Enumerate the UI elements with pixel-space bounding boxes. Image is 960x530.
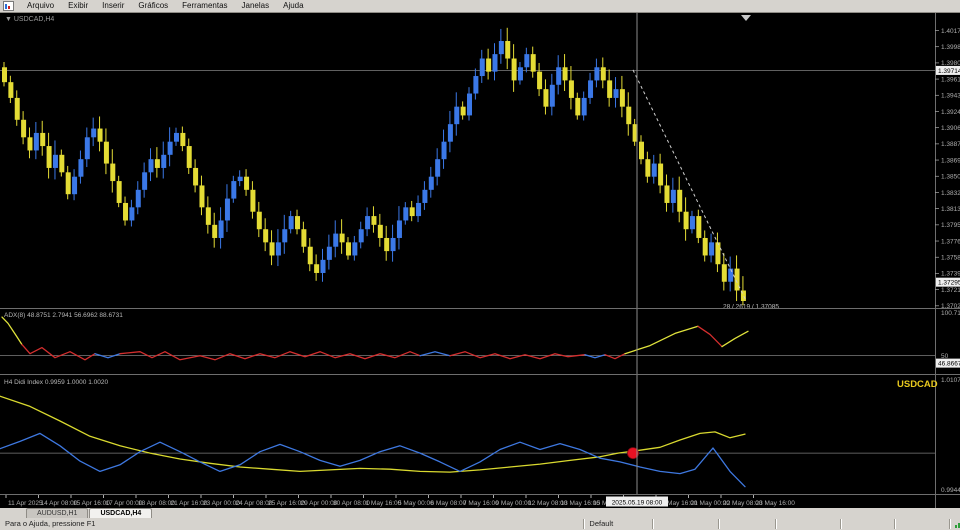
price-marker-box xyxy=(936,65,960,75)
price-tick-label: 1.38135 xyxy=(941,206,960,213)
status-bar: Para o Ajuda, pressione F1 Default 1557/… xyxy=(0,518,960,530)
price-marker-label: 1.37295 xyxy=(938,280,960,287)
price-tick-label: 1.37025 xyxy=(941,303,960,310)
svg-text:24 Apr 08:00: 24 Apr 08:00 xyxy=(236,500,273,507)
crosshair-date-label: 2025.05.19 08:00 xyxy=(612,500,663,507)
symbol-label: ▼ USDCAD,H4 xyxy=(5,16,54,23)
connection-bars-icon xyxy=(955,520,960,528)
svg-text:17 Apr 00:00: 17 Apr 00:00 xyxy=(106,500,143,507)
didi-min-label: 0.9944 xyxy=(941,487,960,494)
svg-text:7 May 16:00: 7 May 16:00 xyxy=(463,500,499,507)
adx-lines xyxy=(1,316,749,361)
price-marker-label: 1.39714 xyxy=(938,68,960,75)
menu-item-arquivo[interactable]: Arquivo xyxy=(27,1,55,10)
price-tick-label: 1.37950 xyxy=(941,222,960,229)
status-empty-section xyxy=(718,519,775,529)
status-empty-section xyxy=(651,519,719,529)
svg-text:30 Apr 08:00: 30 Apr 08:00 xyxy=(333,500,370,507)
ruler-annotation: 28 / 2619 / 1.37085 xyxy=(723,304,779,311)
svg-text:11 Apr 2025: 11 Apr 2025 xyxy=(8,500,43,507)
price-tick-label: 1.39430 xyxy=(941,93,960,100)
svg-text:12 May 08:00: 12 May 08:00 xyxy=(528,500,568,507)
menu-item-ajuda[interactable]: Ajuda xyxy=(283,1,304,10)
chart-shift-icon[interactable] xyxy=(741,15,751,21)
price-tick-label: 1.40170 xyxy=(941,28,960,35)
crosshair-date-box xyxy=(606,496,668,507)
svg-text:19 May 16:00: 19 May 16:00 xyxy=(658,500,698,507)
price-tick-label: 1.37765 xyxy=(941,238,960,245)
chart-tab-audusd-h1[interactable]: AUDUSD,H1 xyxy=(26,508,89,518)
menu-item-ferramentas[interactable]: Ferramentas xyxy=(182,1,228,10)
status-connection: 1557/12 kb xyxy=(949,519,960,529)
didi-indicator-label: H4 Didi Index 0.9959 1.0000 1.0020 xyxy=(4,379,108,386)
menu-item-exibir[interactable]: Exibir xyxy=(68,1,89,10)
svg-text:25 Apr 16:00: 25 Apr 16:00 xyxy=(268,500,305,507)
didi-max-label: 1.0107 xyxy=(941,377,960,384)
price-tick-label: 1.37395 xyxy=(941,271,960,278)
chart-region[interactable]: 28 / 2619 / 1.37085 1.40170 1.39985 1.39800… xyxy=(0,13,960,508)
svg-text:23 May 16:00: 23 May 16:00 xyxy=(756,500,796,507)
price-tick-label: 1.37580 xyxy=(941,255,960,262)
trend-ruler-line[interactable] xyxy=(632,69,747,301)
svg-text:14 Apr 08:00: 14 Apr 08:00 xyxy=(41,500,78,507)
svg-text:21 Apr 16:00: 21 Apr 16:00 xyxy=(171,500,208,507)
price-marker-box xyxy=(936,277,960,287)
app-icon[interactable] xyxy=(3,1,14,11)
menu-item-janelas[interactable]: Janelas xyxy=(241,1,270,10)
chart-tabs-bar: AUDUSD,H1 USDCAD,H4 xyxy=(0,508,960,518)
price-tick-label: 1.38875 xyxy=(941,141,960,148)
svg-text:22 May 08:00: 22 May 08:00 xyxy=(723,500,763,507)
svg-text:23 Apr 00:00: 23 Apr 00:00 xyxy=(203,500,240,507)
svg-text:13 May 16:00: 13 May 16:00 xyxy=(561,500,601,507)
price-tick-label: 1.39800 xyxy=(941,60,960,67)
svg-text:15 Apr 16:00: 15 Apr 16:00 xyxy=(73,500,110,507)
menu-bar: Arquivo Exibir Inserir Gráficos Ferramentas J… xyxy=(0,0,960,13)
price-tick-label: 1.39060 xyxy=(941,125,960,132)
adx-max-label: 100.7131 xyxy=(941,310,960,317)
adx-indicator-label: ADX(8) 48.8751 2.7941 56.6962 88.6731 xyxy=(4,312,123,319)
svg-text:29 Apr 00:00: 29 Apr 00:00 xyxy=(301,500,338,507)
chart-canvas[interactable]: 28 / 2619 / 1.37085 1.40170 1.39985 1.39800… xyxy=(0,13,960,508)
price-tick-label: 1.37210 xyxy=(941,287,960,294)
didi-signal-dot xyxy=(627,447,639,460)
chart-tab-usdcad-h4[interactable]: USDCAD,H4 xyxy=(89,508,153,518)
svg-text:1 May 16:00: 1 May 16:00 xyxy=(366,500,402,507)
status-empty-section xyxy=(894,519,949,529)
price-tick-label: 1.38690 xyxy=(941,157,960,164)
status-help-text: Para o Ajuda, pressione F1 xyxy=(5,519,96,528)
price-tick-label: 1.39245 xyxy=(941,109,960,116)
price-tick-label: 1.39615 xyxy=(941,76,960,83)
svg-text:21 May 00:00: 21 May 00:00 xyxy=(691,500,731,507)
price-tick-label: 1.38320 xyxy=(941,190,960,197)
menu-item-inserir[interactable]: Inserir xyxy=(102,1,125,10)
adx-value-label: 46.8667 xyxy=(938,361,960,368)
didi-lines xyxy=(0,395,746,488)
candles-layer xyxy=(2,27,746,306)
adx-level-label: 50 xyxy=(941,353,949,360)
price-tick-label: 1.38505 xyxy=(941,174,960,181)
svg-text:18 Apr 08:00: 18 Apr 08:00 xyxy=(138,500,175,507)
status-empty-section xyxy=(839,519,895,529)
adx-value-box xyxy=(936,358,960,368)
menu-item-gráficos[interactable]: Gráficos xyxy=(138,1,169,10)
svg-text:6 May 08:00: 6 May 08:00 xyxy=(431,500,467,507)
usdcad-watermark: USDCAD xyxy=(897,379,938,390)
svg-text:9 May 00:00: 9 May 00:00 xyxy=(496,500,532,507)
price-tick-label: 1.39985 xyxy=(941,44,960,51)
status-profile[interactable]: Default xyxy=(583,519,652,529)
status-empty-section xyxy=(775,519,840,529)
svg-text:5 May 00:00: 5 May 00:00 xyxy=(398,500,434,507)
